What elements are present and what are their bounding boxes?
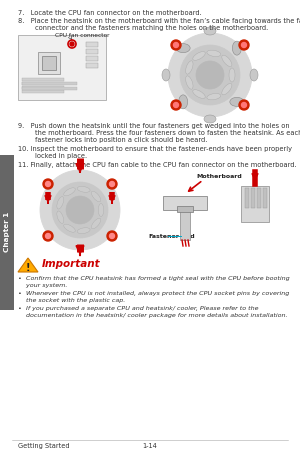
Ellipse shape xyxy=(186,61,193,74)
FancyBboxPatch shape xyxy=(245,188,249,208)
Ellipse shape xyxy=(232,41,242,55)
Text: •: • xyxy=(18,291,22,296)
Ellipse shape xyxy=(64,188,75,196)
Text: your system.: your system. xyxy=(22,283,68,288)
FancyBboxPatch shape xyxy=(251,188,255,208)
Ellipse shape xyxy=(250,69,258,81)
FancyBboxPatch shape xyxy=(241,186,269,222)
Circle shape xyxy=(171,40,181,50)
Text: 10. Inspect the motherboard to ensure that the fastener-ends have been properly: 10. Inspect the motherboard to ensure th… xyxy=(18,146,292,152)
Ellipse shape xyxy=(162,69,170,81)
Ellipse shape xyxy=(229,68,235,82)
Circle shape xyxy=(46,234,50,239)
Text: 7.   Locate the CPU fan connector on the motherboard.: 7. Locate the CPU fan connector on the m… xyxy=(18,10,202,16)
FancyBboxPatch shape xyxy=(86,49,98,54)
Ellipse shape xyxy=(92,218,101,229)
Polygon shape xyxy=(18,258,38,272)
FancyBboxPatch shape xyxy=(22,82,64,85)
Text: connector and the fasteners matching the holes on the motherboard.: connector and the fasteners matching the… xyxy=(18,25,268,31)
Text: CPU fan connector: CPU fan connector xyxy=(55,33,110,38)
Ellipse shape xyxy=(57,211,64,223)
Circle shape xyxy=(110,181,115,186)
FancyBboxPatch shape xyxy=(38,52,60,74)
Text: Confirm that the CPU heatsink has formed a tight seal with the CPU before bootin: Confirm that the CPU heatsink has formed… xyxy=(22,276,290,281)
Circle shape xyxy=(173,103,178,108)
Circle shape xyxy=(52,182,108,238)
Circle shape xyxy=(107,231,117,241)
Ellipse shape xyxy=(57,197,64,209)
Ellipse shape xyxy=(186,76,193,89)
Text: fastener locks into position a click should be heard.: fastener locks into position a click sho… xyxy=(18,137,207,143)
FancyBboxPatch shape xyxy=(86,42,98,47)
Circle shape xyxy=(171,100,181,110)
Text: Fastener-end: Fastener-end xyxy=(148,234,195,239)
FancyBboxPatch shape xyxy=(0,155,14,310)
FancyBboxPatch shape xyxy=(22,82,77,85)
Circle shape xyxy=(239,40,249,50)
Ellipse shape xyxy=(207,94,221,100)
FancyBboxPatch shape xyxy=(22,78,64,81)
Ellipse shape xyxy=(207,50,221,57)
Text: the motherboard. Press the four fasteners down to fasten the heatsink. As each: the motherboard. Press the four fastener… xyxy=(18,130,300,136)
Ellipse shape xyxy=(77,228,90,234)
Text: Whenever the CPU is not installed, always protect the CPU socket pins by coverin: Whenever the CPU is not installed, alway… xyxy=(22,291,289,296)
FancyBboxPatch shape xyxy=(18,35,106,100)
Text: If you purchased a separate CPU and heatsink/ cooler, Please refer to the: If you purchased a separate CPU and heat… xyxy=(22,306,259,311)
Circle shape xyxy=(239,100,249,110)
Text: 1-14: 1-14 xyxy=(142,443,158,449)
Circle shape xyxy=(107,179,117,189)
Text: Important: Important xyxy=(42,259,100,269)
Text: !: ! xyxy=(26,263,30,273)
Ellipse shape xyxy=(178,95,188,109)
Circle shape xyxy=(168,33,252,117)
Circle shape xyxy=(46,181,50,186)
Circle shape xyxy=(196,61,224,89)
Ellipse shape xyxy=(204,115,216,123)
Circle shape xyxy=(110,234,115,239)
FancyBboxPatch shape xyxy=(180,210,190,240)
Circle shape xyxy=(66,196,94,224)
Ellipse shape xyxy=(98,203,104,216)
FancyBboxPatch shape xyxy=(42,56,56,70)
Circle shape xyxy=(43,179,53,189)
Ellipse shape xyxy=(222,55,232,67)
Circle shape xyxy=(173,42,178,48)
Ellipse shape xyxy=(92,191,101,202)
Text: Chapter 1: Chapter 1 xyxy=(4,212,10,252)
Circle shape xyxy=(70,42,74,46)
Text: locked in place.: locked in place. xyxy=(18,153,87,159)
Ellipse shape xyxy=(176,44,190,53)
Text: Motherboard: Motherboard xyxy=(196,174,242,179)
Ellipse shape xyxy=(204,27,216,35)
Text: documentation in the heatsink/ cooler package for more details about installatio: documentation in the heatsink/ cooler pa… xyxy=(22,313,287,318)
FancyBboxPatch shape xyxy=(163,196,207,210)
Ellipse shape xyxy=(64,224,75,232)
Ellipse shape xyxy=(222,83,232,95)
Circle shape xyxy=(180,45,240,105)
FancyBboxPatch shape xyxy=(22,87,77,90)
Text: Getting Started: Getting Started xyxy=(18,443,70,449)
Circle shape xyxy=(40,170,120,250)
Circle shape xyxy=(242,103,247,108)
Text: 11. Finally, attach the CPU fan cable to the CPU fan connector on the motherboar: 11. Finally, attach the CPU fan cable to… xyxy=(18,162,297,168)
FancyBboxPatch shape xyxy=(86,56,98,61)
FancyBboxPatch shape xyxy=(257,188,261,208)
Ellipse shape xyxy=(230,97,244,106)
Text: 9.   Push down the heatsink until the four fasteners get wedged into the holes o: 9. Push down the heatsink until the four… xyxy=(18,123,290,129)
FancyBboxPatch shape xyxy=(263,188,267,208)
FancyBboxPatch shape xyxy=(177,206,193,212)
Text: 8.   Place the heatsink on the motherboard with the fan’s cable facing towards t: 8. Place the heatsink on the motherboard… xyxy=(18,18,300,24)
Ellipse shape xyxy=(193,90,205,99)
FancyBboxPatch shape xyxy=(22,90,64,93)
Ellipse shape xyxy=(77,186,90,192)
Circle shape xyxy=(43,231,53,241)
FancyBboxPatch shape xyxy=(86,63,98,68)
Text: the socket with the plastic cap.: the socket with the plastic cap. xyxy=(22,298,125,303)
Circle shape xyxy=(242,42,247,48)
FancyBboxPatch shape xyxy=(22,86,64,89)
Text: •: • xyxy=(18,276,22,281)
Text: •: • xyxy=(18,306,22,311)
Ellipse shape xyxy=(193,52,205,60)
